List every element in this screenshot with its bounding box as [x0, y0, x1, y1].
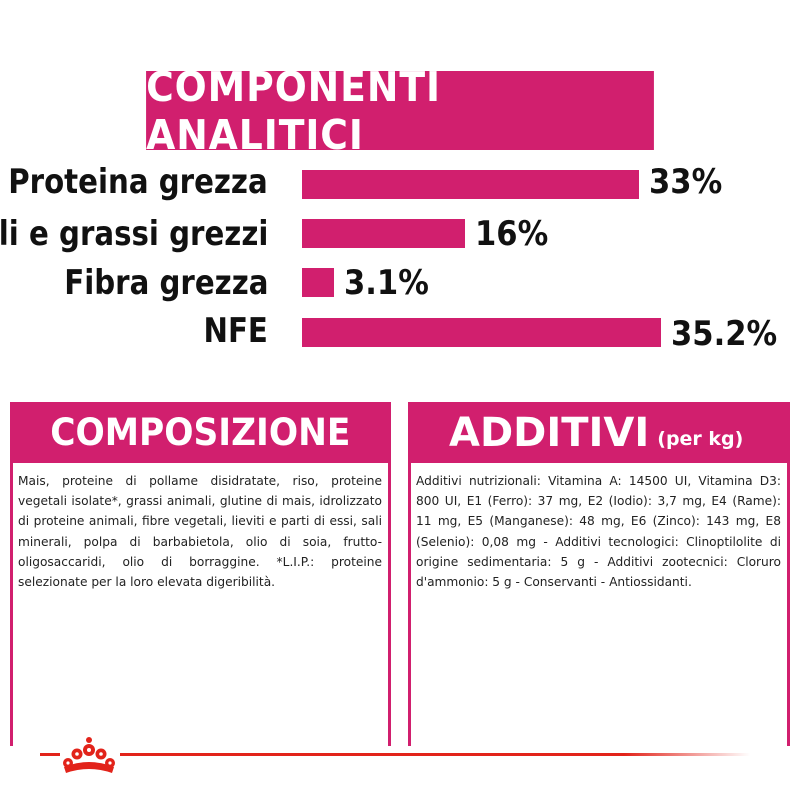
royal-canin-crown-icon	[63, 737, 115, 773]
additives-text: Additivi nutrizionali: Vitamina A: 14500…	[416, 474, 781, 590]
stat-bar-nfe	[302, 318, 662, 347]
page-title: COMPONENTI ANALITICI	[146, 63, 654, 159]
stat-value-fat: 16%	[475, 214, 549, 254]
composition-panel: COMPOSIZIONE Mais, proteine di pollame d…	[10, 402, 391, 746]
footer-divider-left	[40, 753, 60, 756]
additives-heading: ADDITIVI (per kg)	[411, 402, 787, 463]
stat-bar-fat	[302, 219, 466, 248]
additives-heading-suffix: (per kg)	[657, 427, 744, 450]
composition-heading: COMPOSIZIONE	[13, 402, 388, 463]
additives-heading-text: ADDITIVI	[449, 409, 650, 456]
stat-value-fiber: 3.1%	[343, 263, 429, 303]
stat-value-nfe: 35.2%	[671, 314, 778, 354]
stat-label-fat: Oli e grassi grezzi	[0, 214, 268, 254]
composition-heading-text: COMPOSIZIONE	[50, 411, 351, 454]
stat-value-protein: 33%	[648, 162, 722, 202]
stat-label-protein: Proteina grezza	[8, 162, 268, 202]
stat-label-fiber: Fibra grezza	[63, 263, 268, 303]
composition-text: Mais, proteine di pollame disidratate, r…	[18, 474, 382, 590]
stat-bar-fiber	[302, 268, 334, 297]
footer-divider	[120, 753, 750, 756]
stat-label-nfe: NFE	[203, 311, 268, 351]
stat-bar-protein	[302, 170, 639, 199]
additives-panel: ADDITIVI (per kg) Additivi nutrizionali:…	[408, 402, 790, 746]
